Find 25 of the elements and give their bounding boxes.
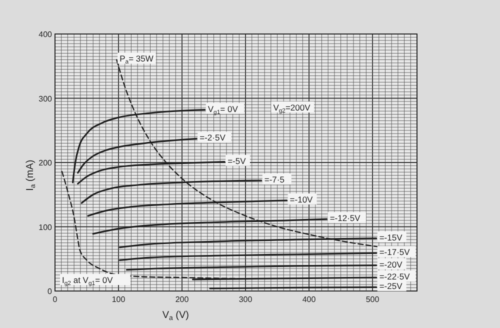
y-tick-label: 100 [38, 222, 53, 232]
x-axis-title: V$_{a}$ (V) [162, 310, 190, 322]
series-label: =-22·5V [379, 272, 410, 282]
series-label: P$_{a}$= 35W [120, 54, 154, 66]
y-tick-label: 400 [38, 30, 53, 39]
y-tick-label: 300 [38, 94, 53, 104]
series-label: =-5V [228, 156, 246, 166]
series-label: =-10V [290, 194, 314, 204]
annotation: V$_{g2}$=200V [273, 102, 311, 114]
y-tick-label: 0 [48, 287, 53, 296]
series-label: =-2·5V [200, 132, 226, 143]
series-label: =-20V [379, 259, 403, 270]
y-tick-label: 200 [38, 158, 53, 168]
series-label: =-7·5 [264, 174, 285, 184]
series-label: =-15V [379, 232, 403, 242]
series-label: =-25V [379, 281, 403, 292]
x-tick-label: 100 [112, 295, 126, 304]
x-tick-label: 400 [302, 295, 316, 304]
series-label: V$_{g1}$= 0V [208, 104, 238, 116]
x-tick-label: 200 [175, 295, 190, 304]
x-tick-label: 300 [238, 295, 253, 304]
series-label: I$_{g2}$ at V$_{g1}$= 0V [62, 275, 114, 286]
x-tick-label: 500 [366, 295, 380, 304]
series-label: =-12·5V [330, 213, 361, 224]
series-label: =-17·5V [379, 247, 410, 258]
